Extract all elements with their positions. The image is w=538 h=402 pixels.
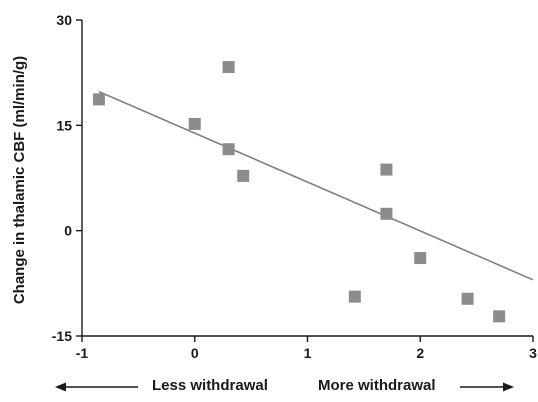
x-tick-label: -1 [76,345,89,361]
x-tick-label: 0 [191,345,199,361]
data-point [380,163,393,176]
data-point [493,310,506,323]
trendline [98,90,534,281]
data-point [92,93,105,106]
y-tick-label: 0 [64,223,72,239]
annotation-more-withdrawal: More withdrawal [318,377,436,394]
data-point [222,61,235,74]
data-point [461,292,474,305]
arrow-left-icon [55,382,138,392]
data-point [380,207,393,220]
annotation-less-withdrawal: Less withdrawal [152,377,268,394]
y-axis-title: Change in thalamic CBF (ml/min/g) [11,56,28,304]
y-tick-label: -15 [52,328,72,344]
y-tick-label: 15 [56,117,72,133]
y-tick-label: 30 [56,12,72,28]
data-point [348,290,361,303]
plot-area: 30 15 0 -15-1 0 1 2 3 [52,12,537,361]
x-tick-label: 2 [416,345,424,361]
data-point [222,143,235,156]
arrow-right-icon [460,382,514,392]
data-point [188,117,201,130]
data-point [237,169,250,182]
x-tick-label: 3 [529,345,537,361]
x-tick-label: 1 [304,345,312,361]
data-point [414,252,427,265]
